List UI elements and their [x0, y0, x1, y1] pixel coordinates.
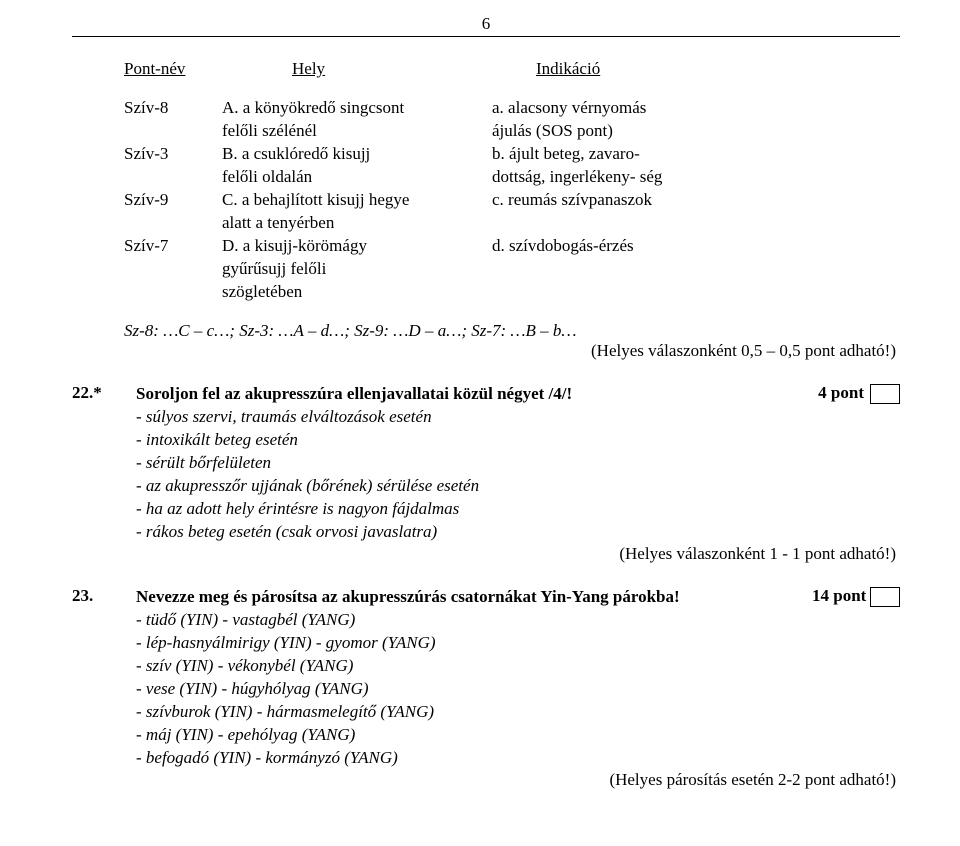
page-divider	[72, 36, 900, 37]
question-items: - súlyos szervi, traumás elváltozások es…	[136, 406, 812, 544]
table-cell-ind: a. alacsony vérnyomás ájulás (SOS pont)	[492, 97, 900, 143]
list-item: - tüdő (YIN) - vastagbél (YANG)	[136, 609, 812, 632]
table-cell-ind: b. ájult beteg, zavaro- dottság, ingerlé…	[492, 143, 900, 189]
table-cell-name: Szív-9	[72, 189, 222, 235]
question-items: - tüdő (YIN) - vastagbél (YANG) - lép-ha…	[136, 609, 812, 770]
scoring-note: (Helyes válaszonként 0,5 – 0,5 pont adha…	[72, 341, 900, 361]
list-item: - súlyos szervi, traumás elváltozások es…	[136, 406, 812, 429]
table-cell-hely: C. a behajlított kisujj hegye alatt a te…	[222, 189, 492, 235]
question-points: 14 pont	[812, 586, 870, 770]
document-page: 6 Pont-név Hely Indikáció Szív-8 A. a kö…	[0, 0, 960, 818]
table-cell-name: Szív-3	[72, 143, 222, 189]
question-number: 23.	[72, 586, 136, 770]
question-23: 23. Nevezze meg és párosítsa az akupress…	[72, 586, 900, 770]
table-cell-name: Szív-8	[72, 97, 222, 143]
scoring-note: (Helyes párosítás esetén 2-2 pont adható…	[72, 770, 900, 790]
table-cell-hely: D. a kisujj-körömágy gyűrűsujj felőli sz…	[222, 235, 492, 304]
score-box	[870, 384, 900, 404]
list-item: - az akupresszőr ujjának (bőrének) sérül…	[136, 475, 812, 498]
score-box	[870, 587, 900, 607]
list-item: - befogadó (YIN) - kormányzó (YANG)	[136, 747, 812, 770]
list-item: - szívburok (YIN) - hármasmelegítő (YANG…	[136, 701, 812, 724]
list-item: - sérült bőrfelületen	[136, 452, 812, 475]
page-number: 6	[72, 14, 900, 34]
question-body: Soroljon fel az akupresszúra ellenjavall…	[136, 383, 812, 544]
table-cell-hely: B. a csuklóredő kisujj felőli oldalán	[222, 143, 492, 189]
list-item: - lép-hasnyálmirigy (YIN) - gyomor (YANG…	[136, 632, 812, 655]
list-item: - szív (YIN) - vékonybél (YANG)	[136, 655, 812, 678]
table-header-indikacio: Indikáció	[492, 59, 900, 79]
table-cell-name: Szív-7	[72, 235, 222, 304]
table-header-pontnev: Pont-név	[72, 59, 222, 79]
list-item: - rákos beteg esetén (csak orvosi javasl…	[136, 521, 812, 544]
question-title: Soroljon fel az akupresszúra ellenjavall…	[136, 384, 572, 403]
question-body: Nevezze meg és párosítsa az akupresszúrá…	[136, 586, 812, 770]
list-item: - máj (YIN) - epehólyag (YANG)	[136, 724, 812, 747]
list-item: - vese (YIN) - húgyhólyag (YANG)	[136, 678, 812, 701]
question-points: 4 pont	[812, 383, 870, 544]
table-header-hely: Hely	[222, 59, 492, 79]
answer-line: Sz-8: …C – c…; Sz-3: …A – d…; Sz-9: …D –…	[72, 321, 900, 341]
list-item: - ha az adott hely érintésre is nagyon f…	[136, 498, 812, 521]
list-item: - intoxikált beteg esetén	[136, 429, 812, 452]
table-cell-ind: c. reumás szívpanaszok	[492, 189, 900, 235]
question-title: Nevezze meg és párosítsa az akupresszúrá…	[136, 587, 680, 606]
question-22: 22.* Soroljon fel az akupresszúra ellenj…	[72, 383, 900, 544]
scoring-note: (Helyes válaszonként 1 - 1 pont adható!)	[72, 544, 900, 564]
table-cell-ind: d. szívdobogás-érzés	[492, 235, 900, 304]
table-cell-hely: A. a könyökredő singcsont felőli széléné…	[222, 97, 492, 143]
point-table: Pont-név Hely Indikáció Szív-8 A. a köny…	[72, 59, 900, 303]
question-number: 22.*	[72, 383, 136, 544]
